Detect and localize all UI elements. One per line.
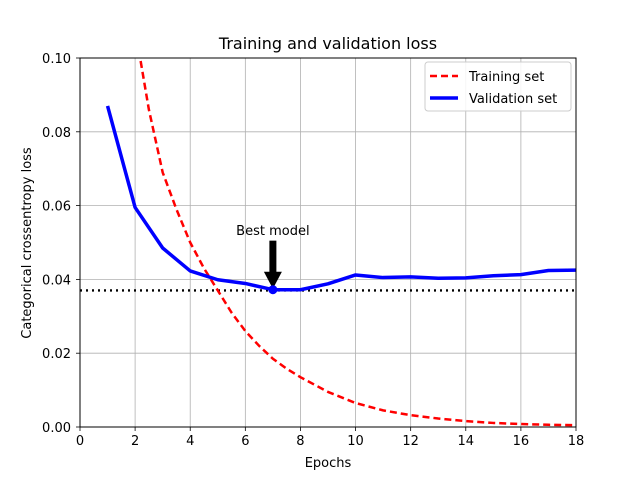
x-tick-label: 8 [296, 434, 304, 449]
y-axis-label: Categorical crossentropy loss [20, 147, 35, 339]
y-tick-label: 0.10 [42, 52, 71, 67]
best-model-arrow-head [263, 271, 282, 289]
y-tick-label: 0.00 [42, 421, 71, 436]
x-tick-label: 12 [402, 434, 419, 449]
y-tick-label: 0.04 [42, 273, 71, 288]
y-tick-label: 0.02 [42, 347, 71, 362]
legend-label-training: Training set [468, 70, 544, 85]
x-tick-label: 16 [513, 434, 530, 449]
x-tick-label: 2 [131, 434, 139, 449]
legend-label-validation: Validation set [469, 92, 557, 107]
x-axis-label: Epochs [305, 456, 352, 471]
legend: Training set Validation set [424, 61, 572, 112]
x-tick-label: 0 [76, 434, 84, 449]
training-loss-line [138, 58, 576, 427]
y-tick-label: 0.06 [42, 200, 71, 215]
y-axis-ticks: 0.00 0.02 0.04 0.06 0.08 0.10 [42, 52, 80, 436]
x-tick-label: 10 [347, 434, 364, 449]
annotation-layer: Best model [236, 224, 310, 295]
plot-frame [79, 57, 577, 428]
x-tick-label: 18 [568, 434, 585, 449]
x-tick-label: 6 [241, 434, 249, 449]
best-model-arrow-shaft [269, 240, 277, 273]
y-tick-label: 0.08 [42, 126, 71, 141]
series-layer [105, 58, 576, 427]
best-model-point [268, 285, 278, 295]
validation-loss-line [105, 105, 576, 292]
x-tick-label: 4 [186, 434, 194, 449]
legend-box [424, 61, 572, 112]
x-axis-ticks: 0 2 4 6 8 10 12 14 16 18 [76, 427, 584, 449]
x-tick-label: 14 [458, 434, 475, 449]
best-model-label: Best model [236, 224, 309, 239]
chart-title: Training and validation loss [218, 34, 437, 53]
